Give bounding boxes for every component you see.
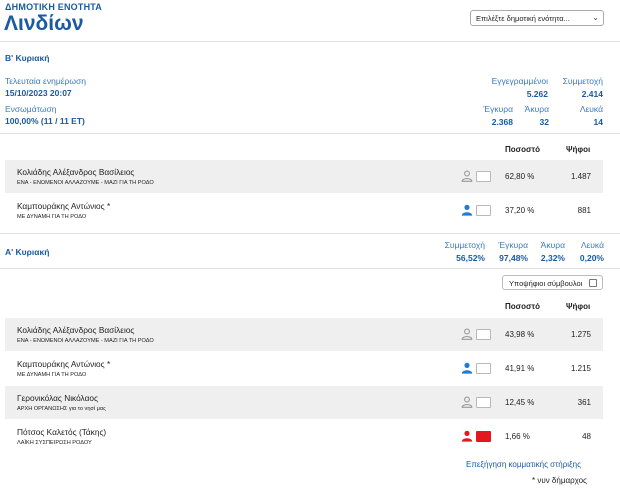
party-color-swatch xyxy=(476,205,491,216)
integration-value: 100,00% (11 / 11 ΕΤ) xyxy=(5,116,85,126)
stat-registered-label: Εγγεγραμμένοι xyxy=(491,76,548,86)
candidate-votes: 1.275 xyxy=(570,330,591,339)
r1-stat-invalid-label: Άκυρα xyxy=(540,240,565,250)
divider xyxy=(0,268,620,269)
stat-invalid: Άκυρα 32 xyxy=(525,104,549,127)
candidate-votes: 48 xyxy=(582,432,591,441)
stat-turnout: Συμμετοχή 2.414 xyxy=(563,76,603,99)
person-icon xyxy=(461,429,473,442)
person-icon xyxy=(461,169,473,182)
person-icon xyxy=(461,327,473,340)
r1-stat-blank-label: Λευκά xyxy=(580,240,604,250)
r1-stat-invalid: Άκυρα 2,32% xyxy=(541,240,565,263)
councillors-toggle-label: Υποψήφιοι σύμβουλοι xyxy=(509,279,583,288)
candidate-votes: 361 xyxy=(577,398,591,407)
candidate-row[interactable]: Γερονικόλας Νικόλαος ΑΡΧΗ ΟΡΓΑΝΩΣΗΣ για τ… xyxy=(5,386,603,419)
incumbent-note: * νυν δήμαρχος xyxy=(532,476,587,485)
r1-stat-turnout: Συμμετοχή 56,52% xyxy=(445,240,485,263)
candidate-row[interactable]: Κολιάδης Αλέξανδρος Βασίλειος ΕΝΑ - ΕΝΩΜΕ… xyxy=(5,318,603,351)
divider xyxy=(0,233,620,234)
person-icon xyxy=(461,395,473,408)
round1-col-percent: Ποσοστό xyxy=(505,302,540,311)
stat-registered-value: 5.262 xyxy=(526,89,548,99)
candidate-row[interactable]: Κολιάδης Αλέξανδρος Βασίλειος ΕΝΑ - ΕΝΩΜΕ… xyxy=(5,160,603,193)
candidate-party: ΛΑΪΚΗ ΣΥΣΠΕΙΡΩΣΗ ΡΟΔΟΥ xyxy=(17,440,92,446)
party-color-swatch xyxy=(476,363,491,374)
candidate-percent: 41,91 % xyxy=(505,364,535,373)
round2-title: Β' Κυριακή xyxy=(5,53,50,63)
candidate-name: Γερονικόλας Νικόλαος xyxy=(17,393,98,403)
r1-stat-blank-value: 0,20% xyxy=(579,253,604,263)
party-support-link[interactable]: Επεξήγηση κομματικής στήριξης xyxy=(466,460,581,469)
candidate-name: Καμπουράκης Αντώνιος * xyxy=(17,201,111,211)
divider xyxy=(0,41,620,42)
round1-col-votes: Ψήφοι xyxy=(566,302,591,311)
candidate-name: Κολιάδης Αλέξανδρος Βασίλειος xyxy=(17,167,135,177)
candidate-party: ΕΝΑ - ΕΝΩΜΕΝΟΙ ΑΛΛΑΖΟΥΜΕ - ΜΑΖΙ ΓΙΑ ΤΗ Ρ… xyxy=(17,338,154,344)
r1-stat-turnout-value: 56,52% xyxy=(456,253,485,263)
candidate-party: ΕΝΑ - ΕΝΩΜΕΝΟΙ ΑΛΛΑΖΟΥΜΕ - ΜΑΖΙ ΓΙΑ ΤΗ Ρ… xyxy=(17,180,154,186)
candidate-party: ΑΡΧΗ ΟΡΓΑΝΩΣΗΣ για το νησί μας xyxy=(17,406,106,412)
r1-stat-blank: Λευκά 0,20% xyxy=(580,240,604,263)
unit-select[interactable]: Επιλέξτε δημοτική ενότητα... ⌄ xyxy=(470,10,604,26)
stat-valid-value: 2.368 xyxy=(491,117,513,127)
last-update-value: 15/10/2023 20:07 xyxy=(5,88,72,98)
r1-stat-invalid-value: 2,32% xyxy=(540,253,565,263)
stat-blank: Λευκά 14 xyxy=(580,104,603,127)
candidate-votes: 1.487 xyxy=(570,172,591,181)
councillors-toggle[interactable]: Υποψήφιοι σύμβουλοι xyxy=(502,275,603,290)
person-icon xyxy=(461,361,473,374)
round1-title: Α' Κυριακή xyxy=(5,247,50,257)
candidate-name: Πότσος Καλετός (Τάκης) xyxy=(17,427,107,437)
candidate-percent: 12,45 % xyxy=(505,398,535,407)
r1-stat-valid-label: Έγκυρα xyxy=(498,240,528,250)
candidate-percent: 62,80 % xyxy=(505,172,535,181)
checkbox-icon[interactable] xyxy=(589,279,597,287)
stat-turnout-value: 2.414 xyxy=(581,89,603,99)
candidate-votes: 881 xyxy=(577,206,591,215)
party-color-swatch xyxy=(476,431,491,442)
round2-col-votes: Ψήφοι xyxy=(566,145,591,154)
stat-blank-value: 14 xyxy=(593,117,603,127)
candidate-row[interactable]: Καμπουράκης Αντώνιος * ΜΕ ΔΥΝΑΜΗ ΓΙΑ ΤΗ Ρ… xyxy=(5,352,603,385)
person-icon xyxy=(461,203,473,216)
candidate-percent: 43,98 % xyxy=(505,330,535,339)
r1-stat-valid-value: 97,48% xyxy=(499,253,528,263)
unit-select-placeholder: Επιλέξτε δημοτική ενότητα... xyxy=(476,14,570,23)
candidate-row[interactable]: Καμπουράκης Αντώνιος * ΜΕ ΔΥΝΑΜΗ ΓΙΑ ΤΗ Ρ… xyxy=(5,194,603,227)
unit-label: ΔΗΜΟΤΙΚΗ ΕΝΟΤΗΤΑ xyxy=(5,2,102,12)
stat-registered: Εγγεγραμμένοι 5.262 xyxy=(492,76,548,99)
stat-blank-label: Λευκά xyxy=(579,104,603,114)
candidate-row[interactable]: Πότσος Καλετός (Τάκης) ΛΑΪΚΗ ΣΥΣΠΕΙΡΩΣΗ Ρ… xyxy=(5,420,603,453)
stat-invalid-value: 32 xyxy=(539,117,549,127)
party-color-swatch xyxy=(476,171,491,182)
party-color-swatch xyxy=(476,329,491,340)
r1-stat-turnout-label: Συμμετοχή xyxy=(444,240,485,250)
stat-valid-label: Έγκυρα xyxy=(483,104,513,114)
stat-valid: Έγκυρα 2.368 xyxy=(483,104,513,127)
stat-invalid-label: Άκυρα xyxy=(524,104,549,114)
party-color-swatch xyxy=(476,397,491,408)
candidate-name: Κολιάδης Αλέξανδρος Βασίλειος xyxy=(17,325,135,335)
chevron-down-icon: ⌄ xyxy=(592,13,599,22)
last-update-label: Τελευταία ενημέρωση xyxy=(5,76,86,86)
candidate-percent: 1,66 % xyxy=(505,432,530,441)
integration-label: Ενσωμάτωση xyxy=(5,104,57,114)
page-title: Λινδίων xyxy=(4,12,84,35)
candidate-party: ΜΕ ΔΥΝΑΜΗ ΓΙΑ ΤΗ ΡΟΔΟ xyxy=(17,214,87,220)
divider xyxy=(0,133,620,134)
r1-stat-valid: Έγκυρα 97,48% xyxy=(498,240,528,263)
candidate-name: Καμπουράκης Αντώνιος * xyxy=(17,359,111,369)
candidate-party: ΜΕ ΔΥΝΑΜΗ ΓΙΑ ΤΗ ΡΟΔΟ xyxy=(17,372,87,378)
candidate-percent: 37,20 % xyxy=(505,206,535,215)
round2-col-percent: Ποσοστό xyxy=(505,145,540,154)
stat-turnout-label: Συμμετοχή xyxy=(562,76,603,86)
candidate-votes: 1.215 xyxy=(570,364,591,373)
